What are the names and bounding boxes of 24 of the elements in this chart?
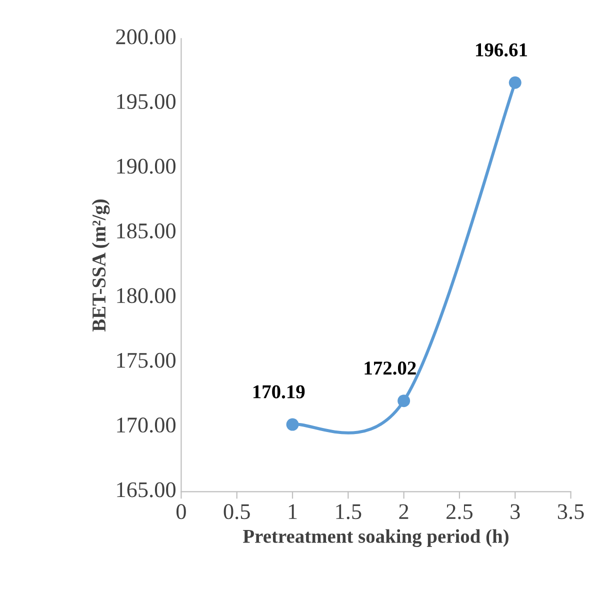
x-tick-label: 3 [510,504,520,520]
x-tick-label: 1.5 [336,504,362,520]
x-tick-label: 0.5 [224,504,250,520]
x-axis-title: Pretreatment soaking period (h) [243,529,508,547]
y-tick-label: 180.00 [117,288,176,304]
y-tick-label: 175.00 [117,352,176,368]
data-label: 196.61 [476,43,527,57]
y-tick-label: 170.00 [117,418,176,433]
data-label: 170.19 [253,385,305,398]
y-tick-label: 165.00 [117,482,176,498]
y-axis-title: BET-SSA (m²/g) [92,199,110,332]
x-tick-label: 2 [399,504,408,519]
y-tick-label: 200.00 [116,29,176,44]
point [286,418,299,431]
point [398,394,410,408]
x-tick-label: 2.5 [446,504,472,520]
y-tick-label: 185.00 [117,223,176,239]
y-tick-label: 190.00 [117,158,176,174]
point [508,76,522,89]
y-tick-label: 195.00 [117,94,176,110]
x-tick-label: 3.5 [558,504,584,520]
x-tick-label: 0 [176,504,186,520]
x-tick-label: 1 [288,504,297,519]
data-label: 172.02 [364,362,416,375]
